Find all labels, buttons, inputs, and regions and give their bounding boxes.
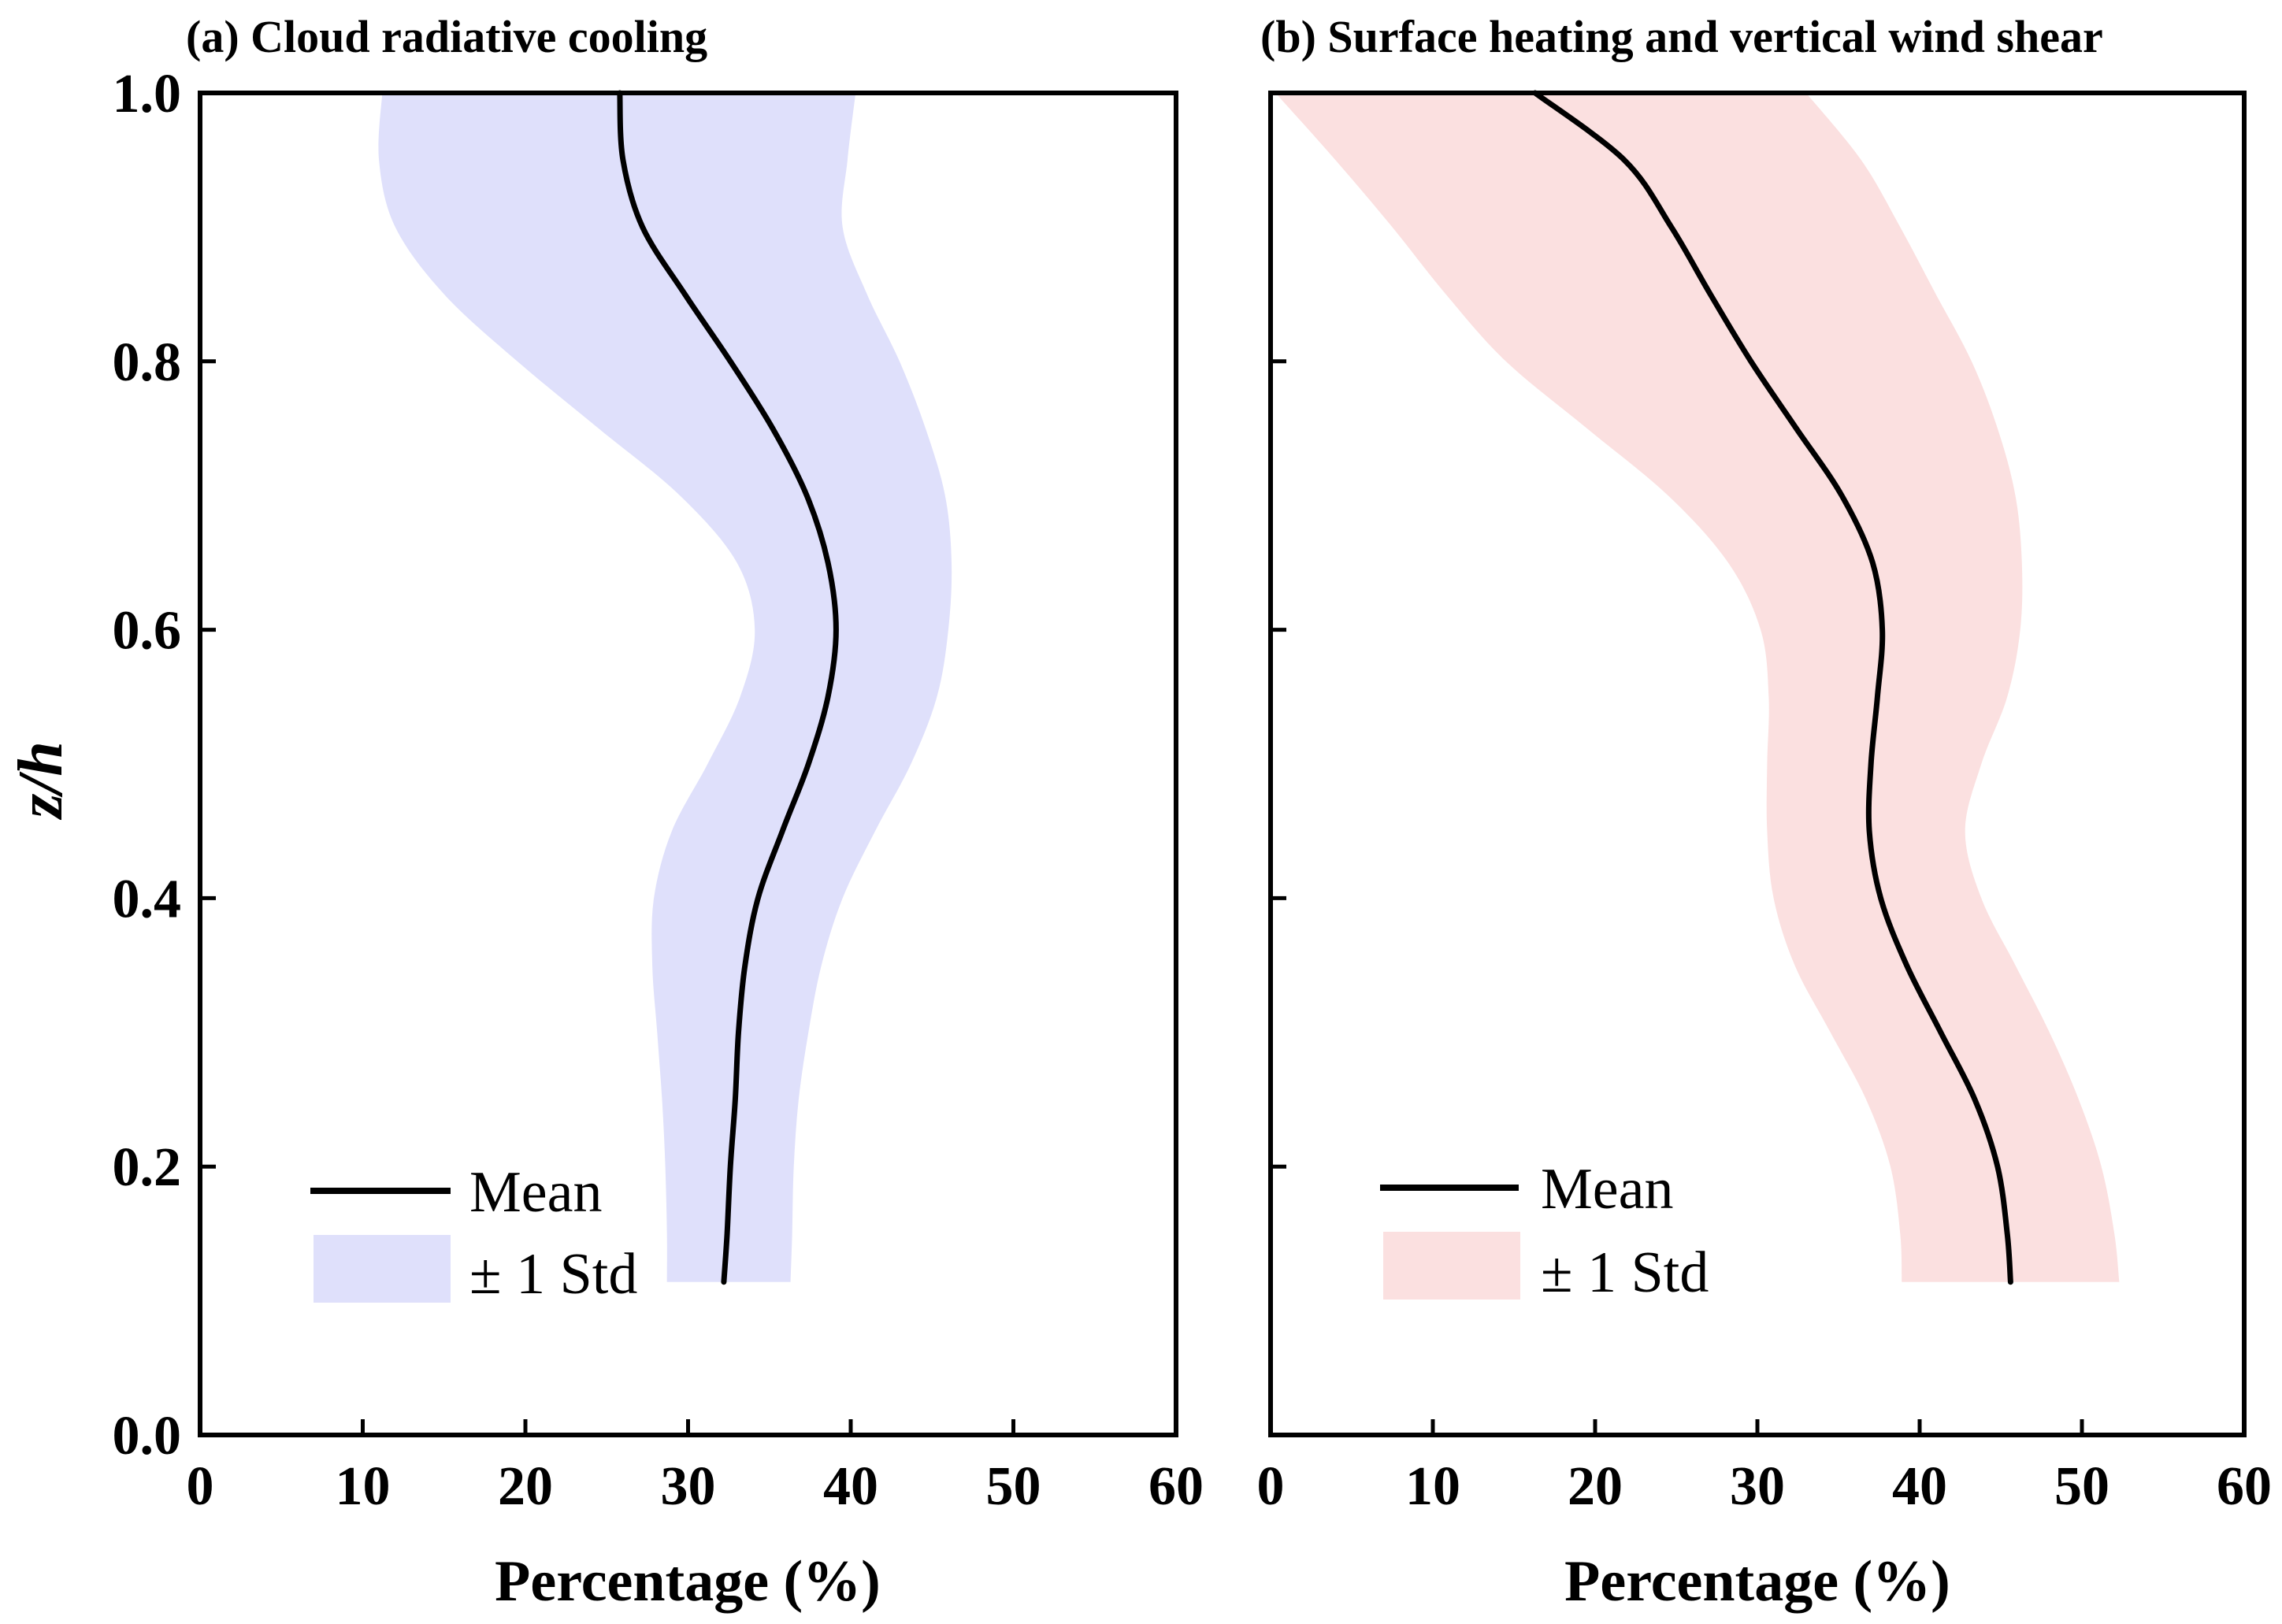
panel-b: (b) Surface heating and vertical wind sh… (1257, 11, 2273, 1614)
panel-b-legend-std-label: ± 1 Std (1541, 1240, 1709, 1305)
panel-b-title: (b) Surface heating and vertical wind sh… (1260, 11, 2103, 62)
panel-b-std-band (1275, 93, 2120, 1282)
panel-a-y-tick-label: 0.8 (113, 332, 182, 393)
panel-a-legend-mean-label: Mean (469, 1160, 603, 1225)
panel-a-legend-std-swatch (314, 1235, 451, 1303)
panel-b-legend-mean-label: Mean (1541, 1157, 1674, 1222)
panel-b-std-band-area (1275, 93, 2120, 1282)
panel-a-x-tick-label: 50 (986, 1456, 1041, 1517)
panel-a-y-tick-label: 1.0 (113, 64, 182, 124)
panel-b-x-tick-label: 60 (2217, 1456, 2272, 1517)
panel-a-x-tick-label: 40 (823, 1456, 878, 1517)
panel-a-std-band-area (378, 93, 952, 1282)
panel-a-ticks: 0 10 20 30 40 50 60 0.0 0.2 0.4 0.6 0.8 1.0 (113, 64, 1204, 1517)
panel-a-x-axis-label: Percentage (%) (495, 1549, 881, 1614)
panel-b-x-tick-label: 20 (1568, 1456, 1623, 1517)
panel-a-x-tick-label: 0 (187, 1456, 214, 1517)
panel-a-y-tick-label: 0.2 (113, 1137, 182, 1198)
panel-a-legend-std-label: ± 1 Std (469, 1242, 637, 1307)
panel-b-legend: Mean ± 1 Std (1380, 1157, 1709, 1305)
panel-a-x-tick-label: 20 (498, 1456, 553, 1517)
panel-a-mean-line (617, 90, 839, 1285)
panel-a-std-band (378, 93, 952, 1282)
panel-a-legend: Mean ± 1 Std (310, 1160, 637, 1307)
panel-a-y-tick-label: 0.4 (113, 869, 182, 929)
panel-b-x-tick-label: 40 (1892, 1456, 1947, 1517)
panel-a-y-tick-label: 0.6 (113, 601, 182, 662)
panel-a-y-tick-label: 0.0 (113, 1406, 182, 1466)
panel-b-x-tick-label: 0 (1257, 1456, 1285, 1517)
panel-a-y-axis-label: z/h (6, 741, 76, 821)
panel-b-mean-line (1532, 90, 2013, 1285)
panel-a-x-tick-label: 60 (1148, 1456, 1204, 1517)
panel-a: (a) Cloud radiative cooling 0 10 20 30 40 50 6… (6, 11, 1204, 1614)
panel-a-x-tick-label: 10 (336, 1456, 391, 1517)
panel-b-x-tick-label: 10 (1405, 1456, 1460, 1517)
panel-b-x-axis-label: Percentage (%) (1564, 1549, 1950, 1614)
panel-a-x-tick-label: 30 (661, 1456, 716, 1517)
panel-b-ticks: 0 10 20 30 40 50 60 (1257, 359, 2272, 1517)
panel-a-title: (a) Cloud radiative cooling (186, 11, 707, 62)
panel-b-mean-curve (1532, 90, 2013, 1285)
panel-a-mean-curve (617, 90, 839, 1285)
panel-b-legend-std-swatch (1383, 1232, 1520, 1300)
panel-b-x-tick-label: 30 (1730, 1456, 1785, 1517)
panel-b-x-tick-label: 50 (2054, 1456, 2109, 1517)
